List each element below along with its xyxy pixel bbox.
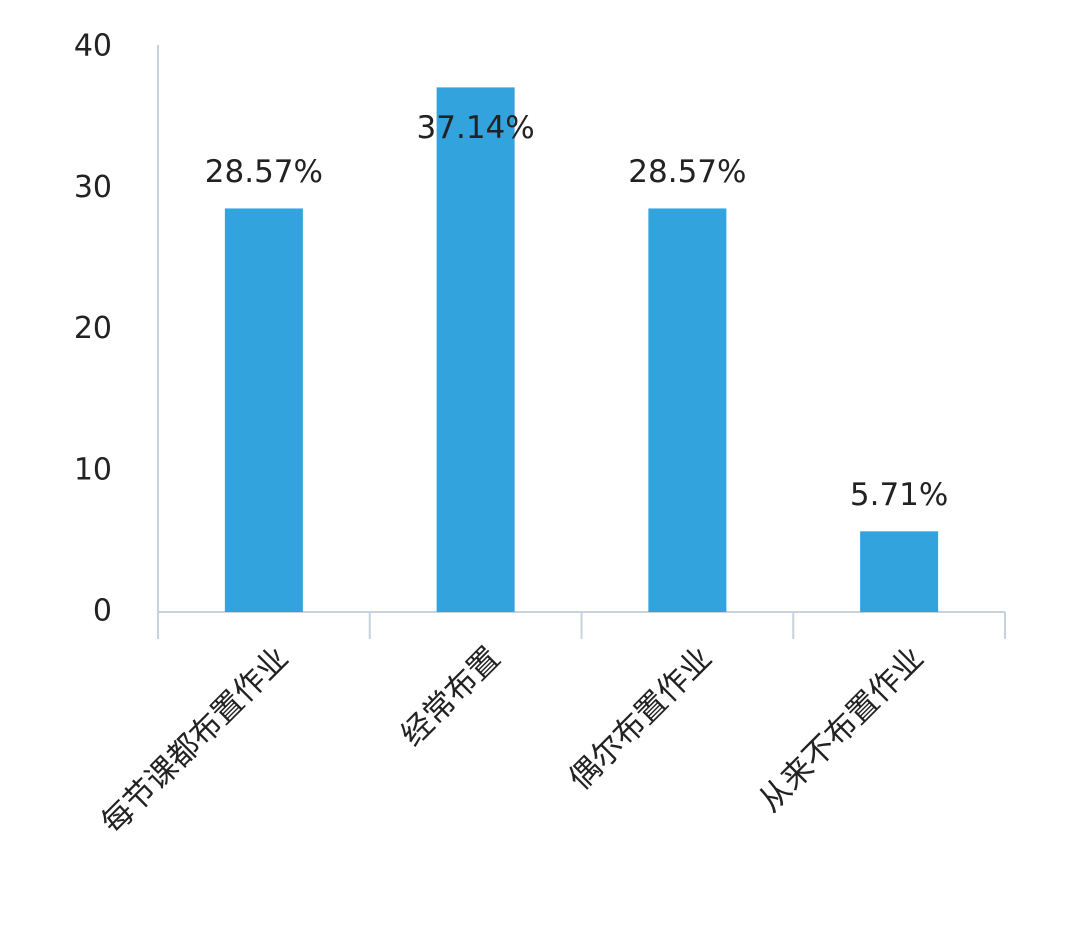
y-tick-label: 30 [74,170,112,205]
bar [860,531,939,612]
y-tick-label: 0 [93,594,112,629]
value-label: 37.14% [417,110,535,146]
value-label: 28.57% [628,154,746,190]
x-tick-label: 经常布置 [394,640,507,753]
value-label: 28.57% [205,154,323,190]
bar [436,87,515,612]
x-tick-label: 从来不布置作业 [752,640,931,819]
x-tick-label: 偶尔布置作业 [562,640,719,797]
x-tick-label: 每节课都布置作业 [95,640,296,841]
y-tick-label: 10 [74,452,112,487]
y-tick-label: 40 [74,29,112,64]
value-label: 5.71% [850,477,948,513]
y-tick-label: 20 [74,311,112,346]
bar [224,208,303,613]
bar [648,208,727,613]
